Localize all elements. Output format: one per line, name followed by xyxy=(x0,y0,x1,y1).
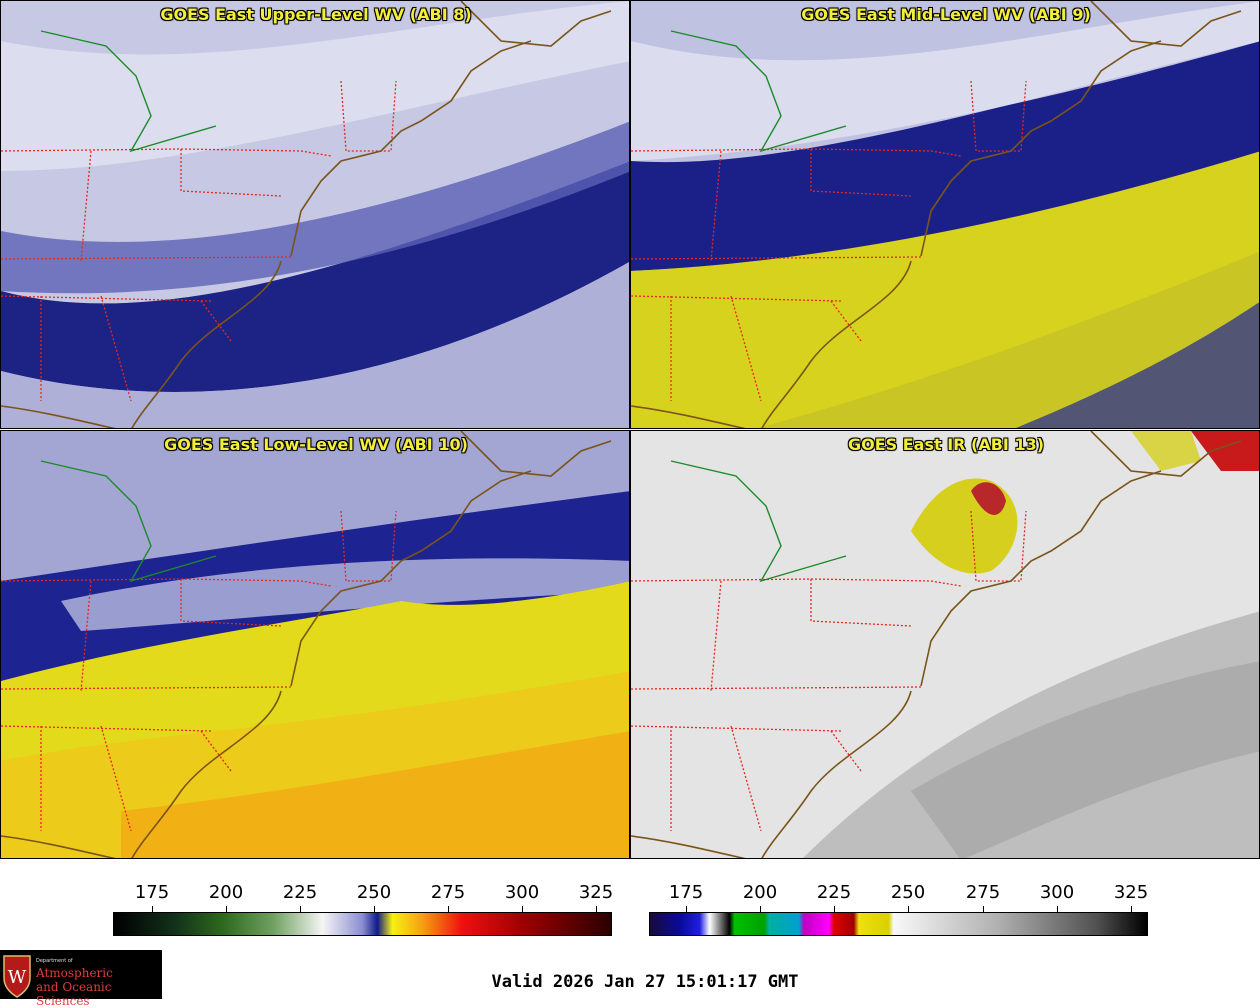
uw-crest-icon: W xyxy=(3,955,31,998)
wv-colorbar xyxy=(113,912,612,936)
wv-tick-label: 250 xyxy=(356,882,392,903)
low-level-wv-panel: GOES East Low-Level WV (ABI 10) xyxy=(0,430,630,859)
upper-level-wv-title: GOES East Upper-Level WV (ABI 8) xyxy=(160,5,472,24)
low-level-wv-title: GOES East Low-Level WV (ABI 10) xyxy=(164,435,468,454)
ir-tick-label: 275 xyxy=(965,882,1001,903)
upper-level-wv-image xyxy=(1,1,629,428)
ir-panel: GOES East IR (ABI 13) xyxy=(630,430,1260,859)
ir-tick-label: 300 xyxy=(1039,882,1075,903)
ir-image xyxy=(631,431,1259,858)
low-level-wv-image xyxy=(1,431,629,858)
ir-tick-label: 175 xyxy=(668,882,704,903)
logo-department-text: Department of xyxy=(36,958,73,964)
wv-tick-label: 225 xyxy=(282,882,318,903)
ir-colorbar xyxy=(649,912,1148,936)
wv-tick-label: 325 xyxy=(578,882,614,903)
ir-tick-label: 325 xyxy=(1113,882,1149,903)
uw-crest-letter: W xyxy=(8,967,27,988)
aos-department-logo: W Department of Atmospheric and Oceanic … xyxy=(0,950,162,1008)
ir-tick-label: 225 xyxy=(816,882,852,903)
ir-title: GOES East IR (ABI 13) xyxy=(847,435,1045,454)
wv-tick-label: 200 xyxy=(208,882,244,903)
wv-tick-label: 175 xyxy=(134,882,170,903)
wv-tick-label: 300 xyxy=(504,882,540,903)
logo-line1: Atmospheric xyxy=(36,966,113,980)
ir-tick-label: 200 xyxy=(742,882,778,903)
wv-tick-label: 275 xyxy=(430,882,466,903)
valid-time-text: Valid 2026 Jan 27 15:01:17 GMT xyxy=(491,972,799,992)
mid-level-wv-title: GOES East Mid-Level WV (ABI 9) xyxy=(801,5,1091,24)
ir-tick-label: 250 xyxy=(890,882,926,903)
mid-level-wv-panel: GOES East Mid-Level WV (ABI 9) xyxy=(630,0,1260,429)
mid-level-wv-image xyxy=(631,1,1259,428)
upper-level-wv-panel: GOES East Upper-Level WV (ABI 8) xyxy=(0,0,630,429)
